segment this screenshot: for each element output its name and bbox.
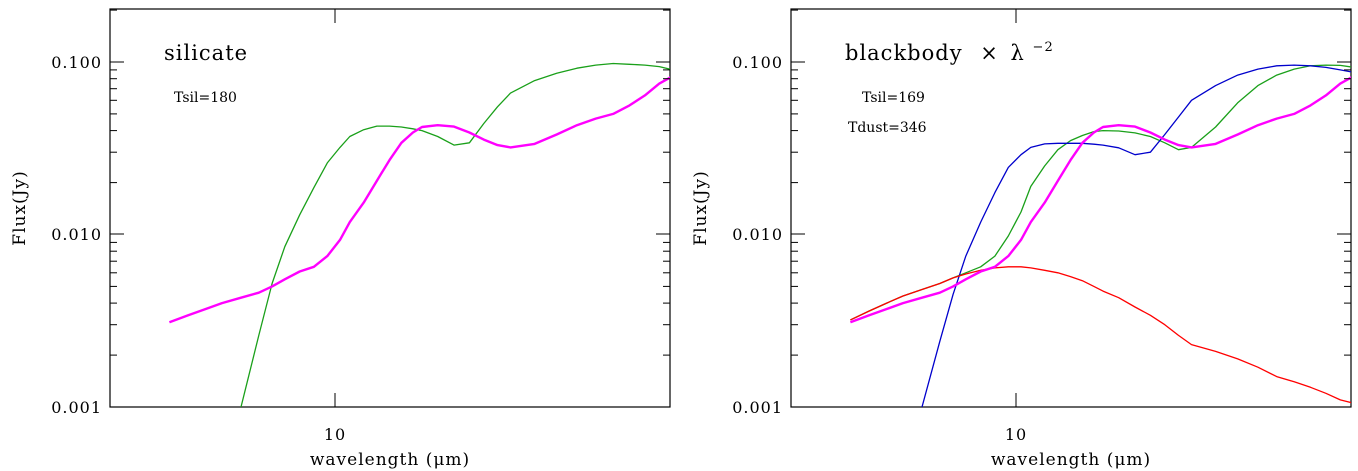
series-layer-left <box>168 62 670 407</box>
x-tick-label: 10 <box>324 425 346 444</box>
series-layer-right <box>849 64 1351 407</box>
y-tick-label: 0.100 <box>51 53 102 72</box>
y-minor-ticks <box>110 9 670 356</box>
y-axis-title: Flux(Jy) <box>10 170 30 245</box>
y-tick-label: 0.100 <box>732 53 783 72</box>
annotation-tsil: Tsil=180 <box>174 90 237 106</box>
y-axis-title: Flux(Jy) <box>691 170 711 245</box>
annotation-tsil: Tsil=169 <box>862 90 925 106</box>
y-minor-ticks <box>791 9 1351 356</box>
x-tick-label: 10 <box>1005 425 1027 444</box>
title-lambda: λ <box>1011 41 1025 65</box>
panel-silicate: 0.100 0.010 0.001 10 wavelength (μm) Flu… <box>10 8 671 470</box>
y-tick-label: 0.001 <box>51 398 102 417</box>
series-line-observed <box>168 76 670 324</box>
title-main: blackbody <box>845 41 963 65</box>
panel-blackbody: 0.100 0.010 0.001 10 wavelength (μm) Flu… <box>691 8 1352 470</box>
plot-frame <box>109 8 671 408</box>
title-exponent: −2 <box>1033 40 1054 55</box>
x-axis-title: wavelength (μm) <box>310 450 470 470</box>
series-line-model-3 <box>850 266 1351 404</box>
annotation-tdust: Tdust=346 <box>848 120 927 136</box>
y-tick-label: 0.001 <box>732 398 783 417</box>
chart-title: blackbody × λ −2 <box>845 40 1054 65</box>
x-axis-title: wavelength (μm) <box>991 450 1151 470</box>
chart-title: silicate <box>164 41 248 65</box>
plot-frame <box>790 8 1352 408</box>
y-tick-label: 0.010 <box>732 225 783 244</box>
series-line-observed <box>849 76 1351 324</box>
title-times: × <box>980 41 999 65</box>
series-line-model-1 <box>850 64 1351 321</box>
series-line-model-1 <box>240 62 670 407</box>
y-tick-label: 0.010 <box>51 225 102 244</box>
series-line-model-2 <box>921 64 1351 407</box>
